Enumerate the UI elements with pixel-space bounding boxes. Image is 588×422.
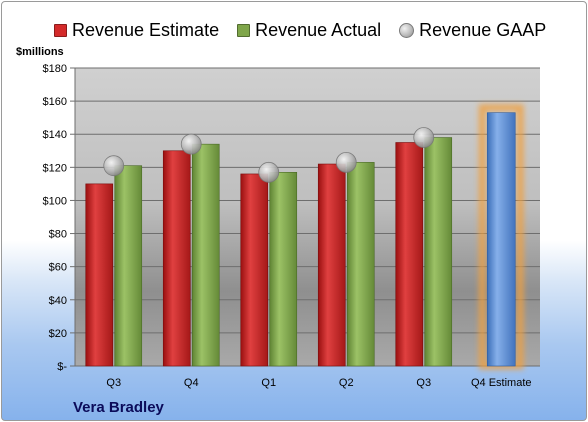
legend-swatch-revenue-actual bbox=[237, 23, 251, 37]
y-axis-unit-label: $millions bbox=[16, 46, 64, 58]
legend-label-revenue-gaap: Revenue GAAP bbox=[419, 19, 547, 40]
y-tick-label: $80 bbox=[49, 229, 67, 241]
y-tick-label: $20 bbox=[49, 328, 67, 340]
y-tick-label: $60 bbox=[49, 262, 67, 274]
legend-item-revenue-estimate: Revenue Estimate bbox=[54, 20, 219, 41]
y-tick-label: $120 bbox=[43, 162, 67, 174]
bar-revenue-estimate bbox=[162, 150, 191, 367]
x-tick-label: Q4 Estimate bbox=[471, 377, 532, 389]
legend-item-revenue-gaap: Revenue GAAP bbox=[399, 20, 546, 41]
bar-revenue-actual bbox=[114, 165, 143, 367]
marker-revenue-gaap bbox=[413, 127, 435, 148]
legend-label-revenue-estimate: Revenue Estimate bbox=[72, 19, 220, 40]
y-tick-label: $140 bbox=[43, 129, 67, 141]
bar-revenue-actual bbox=[346, 162, 375, 367]
marker-revenue-gaap bbox=[103, 155, 125, 177]
bar-revenue-forecast bbox=[486, 112, 516, 367]
x-tick-label: Q1 bbox=[261, 377, 276, 389]
marker-revenue-gaap bbox=[335, 151, 357, 173]
marker-revenue-gaap bbox=[258, 161, 280, 183]
plot-area bbox=[75, 68, 540, 366]
y-tick-label: $100 bbox=[43, 195, 67, 207]
marker-revenue-gaap bbox=[180, 133, 202, 155]
x-tick-label: Q4 bbox=[184, 377, 199, 389]
y-tick-label: $160 bbox=[43, 96, 67, 108]
bar-revenue-actual bbox=[424, 137, 453, 367]
y-tick-label: $180 bbox=[43, 63, 67, 75]
bar-revenue-estimate bbox=[317, 163, 346, 367]
bar-revenue-estimate bbox=[240, 173, 269, 367]
x-tick-label: Q3 bbox=[416, 377, 431, 389]
bar-revenue-estimate bbox=[85, 183, 114, 367]
x-tick-label: Q3 bbox=[106, 377, 121, 389]
y-tick-label: $40 bbox=[49, 295, 67, 307]
bar-revenue-actual bbox=[269, 172, 298, 367]
bar-revenue-estimate bbox=[395, 142, 424, 367]
legend-swatch-revenue-estimate bbox=[54, 23, 67, 37]
bar-revenue-actual bbox=[191, 143, 220, 367]
legend-item-revenue-actual: Revenue Actual bbox=[237, 20, 381, 41]
x-tick-label: Q2 bbox=[339, 377, 354, 389]
legend: Revenue Estimate Revenue Actual Revenue … bbox=[54, 17, 564, 43]
company-label: Vera Bradley bbox=[73, 399, 164, 416]
legend-label-revenue-actual: Revenue Actual bbox=[255, 19, 382, 40]
y-tick-label: $- bbox=[57, 361, 67, 373]
legend-marker-revenue-gaap bbox=[399, 22, 415, 38]
